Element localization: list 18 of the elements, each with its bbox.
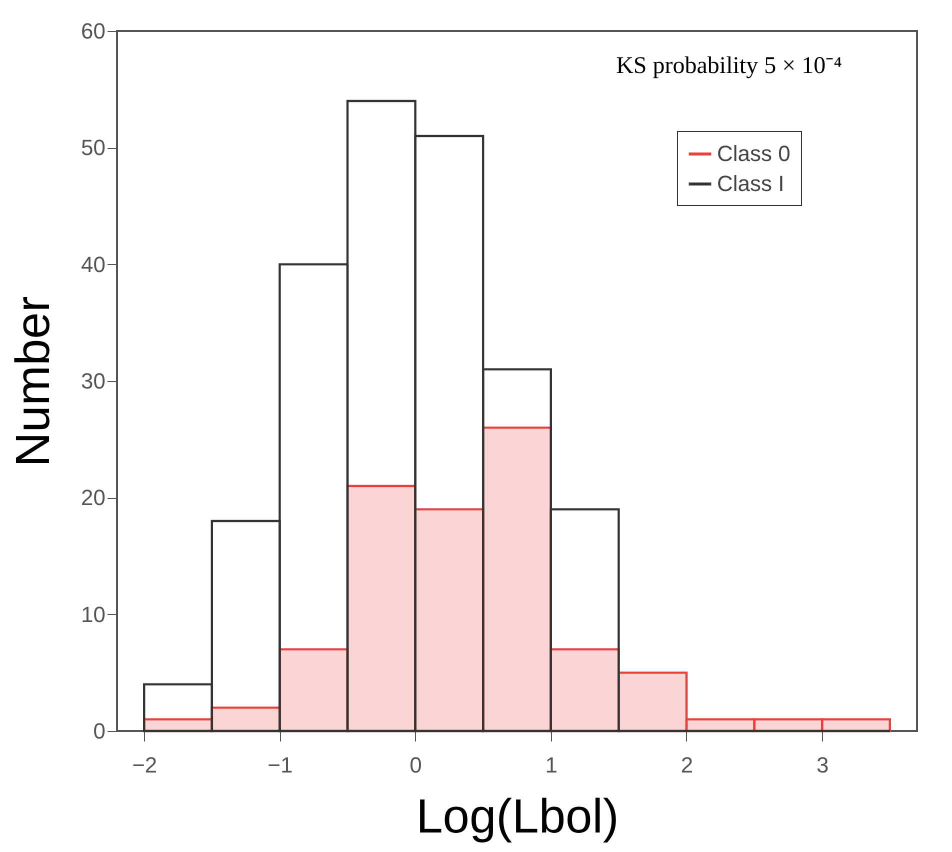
y-tick-label: 40 bbox=[81, 252, 106, 277]
x-tick-label: −1 bbox=[268, 752, 293, 778]
y-tick-label: 30 bbox=[81, 368, 106, 394]
y-tick-label: 60 bbox=[81, 18, 106, 44]
legend-label: Class 0 bbox=[717, 141, 790, 166]
x-axis-title: Log(Lbol) bbox=[416, 790, 619, 844]
y-tick-label: 0 bbox=[93, 718, 106, 744]
y-tick-label: 50 bbox=[81, 135, 106, 160]
x-tick-label: 3 bbox=[816, 752, 829, 778]
y-tick-label: 20 bbox=[81, 485, 106, 510]
x-tick-label: −2 bbox=[132, 752, 158, 778]
x-tick-label: 2 bbox=[680, 752, 694, 778]
x-tick-label: 0 bbox=[410, 752, 422, 778]
y-tick-label: 10 bbox=[81, 602, 106, 627]
y-axis-title: Number bbox=[7, 296, 60, 467]
annotation: KS probability 5 × 10⁻⁴ bbox=[616, 53, 842, 79]
x-tick-label: 1 bbox=[545, 752, 558, 778]
legend-label: Class I bbox=[717, 171, 784, 196]
